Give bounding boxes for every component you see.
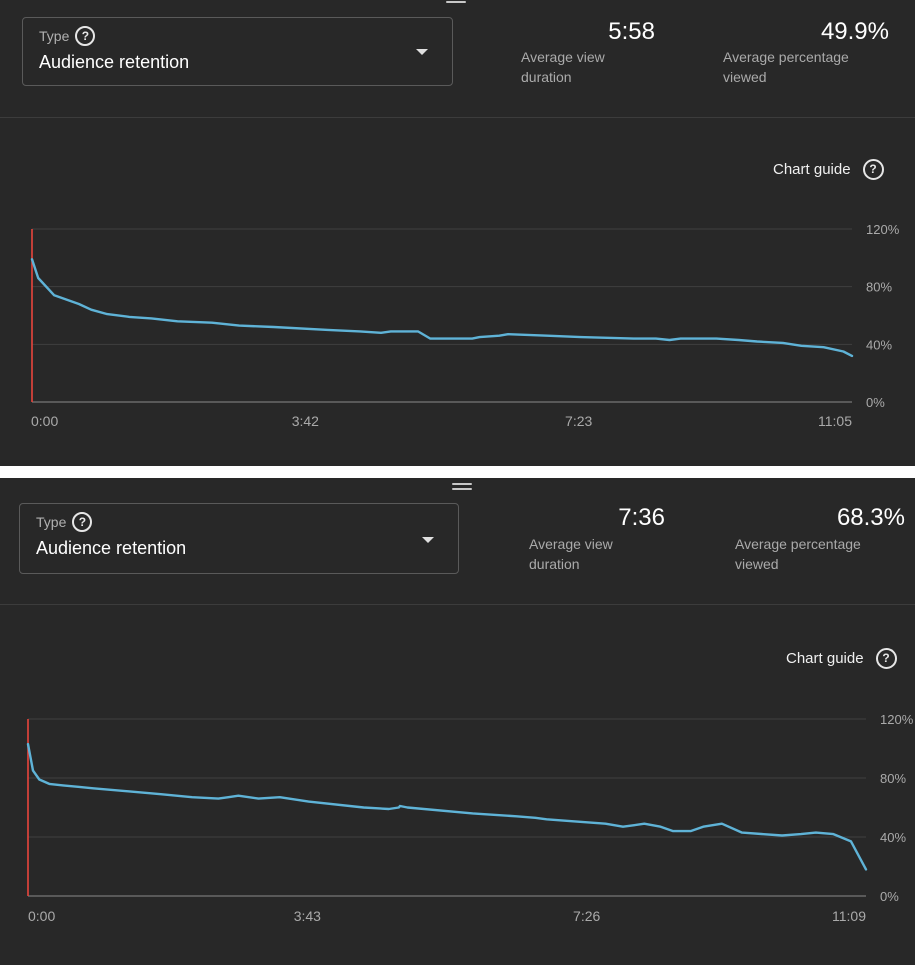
retention-panel-2: Type ? Audience retention 7:36 Average v… bbox=[0, 478, 915, 965]
metric-label: Average percentage viewed bbox=[723, 49, 849, 85]
metric-value: 68.3% bbox=[836, 504, 905, 531]
chart-guide-button[interactable]: Chart guide ? bbox=[786, 648, 897, 669]
retention-panel-1: Type ? Audience retention 5:58 Average v… bbox=[0, 0, 915, 466]
metric-label: Average view duration bbox=[521, 49, 605, 85]
x-tick-label: 3:42 bbox=[292, 413, 319, 429]
retention-chart: 0% 40% 80% 120% 0:00 3:43 7:26 11:09 bbox=[26, 712, 914, 924]
average-view-duration-metric: 5:58 Average view duration bbox=[521, 14, 661, 94]
y-tick-label: 120% bbox=[880, 712, 914, 727]
metric-label: Average view duration bbox=[529, 536, 613, 572]
type-value: Audience retention bbox=[36, 538, 187, 558]
metric-value: 7:36 bbox=[618, 504, 665, 531]
type-label: Type bbox=[36, 514, 67, 530]
average-view-duration-metric: 7:36 Average view duration bbox=[529, 500, 669, 580]
x-tick-label: 0:00 bbox=[28, 908, 55, 924]
x-tick-label: 0:00 bbox=[31, 413, 58, 429]
chart-guide-label: Chart guide bbox=[786, 650, 864, 667]
y-tick-label: 0% bbox=[880, 889, 899, 904]
help-icon[interactable]: ? bbox=[75, 26, 96, 46]
chevron-down-icon bbox=[422, 537, 434, 543]
type-dropdown[interactable]: Type ? Audience retention bbox=[19, 503, 459, 574]
x-tick-label: 7:26 bbox=[573, 908, 600, 924]
divider bbox=[0, 604, 915, 605]
y-tick-label: 40% bbox=[880, 830, 906, 845]
divider bbox=[0, 117, 915, 118]
drag-handle-icon[interactable] bbox=[452, 483, 472, 492]
y-tick-label: 80% bbox=[866, 280, 892, 295]
y-tick-label: 80% bbox=[880, 771, 906, 786]
retention-line[interactable] bbox=[26, 742, 868, 871]
chart-guide-button[interactable]: Chart guide ? bbox=[773, 159, 884, 180]
retention-chart: 0% 40% 80% 120% 0:00 3:42 7:23 11:05 bbox=[30, 222, 900, 429]
retention-line[interactable] bbox=[30, 258, 854, 358]
help-icon: ? bbox=[875, 648, 897, 669]
average-percentage-viewed-metric: 68.3% Average percentage viewed bbox=[735, 500, 910, 580]
chevron-down-icon bbox=[416, 49, 428, 55]
metric-value: 49.9% bbox=[820, 18, 889, 45]
y-tick-label: 120% bbox=[866, 222, 900, 237]
type-dropdown[interactable]: Type ? Audience retention bbox=[22, 17, 453, 86]
help-icon[interactable]: ? bbox=[72, 512, 93, 532]
x-tick-label: 3:43 bbox=[294, 908, 321, 924]
metric-value: 5:58 bbox=[608, 18, 655, 45]
x-tick-label: 7:23 bbox=[565, 413, 592, 429]
y-tick-label: 0% bbox=[866, 395, 885, 410]
chart-guide-label: Chart guide bbox=[773, 161, 851, 178]
y-tick-label: 40% bbox=[866, 337, 892, 352]
average-percentage-viewed-metric: 49.9% Average percentage viewed bbox=[723, 14, 893, 94]
type-value: Audience retention bbox=[39, 52, 190, 72]
help-icon: ? bbox=[862, 159, 884, 180]
type-label: Type bbox=[39, 28, 70, 44]
drag-handle-icon[interactable] bbox=[446, 0, 466, 5]
metric-label: Average percentage viewed bbox=[735, 536, 861, 572]
x-tick-label: 11:05 bbox=[818, 413, 852, 429]
x-tick-label: 11:09 bbox=[832, 908, 866, 924]
